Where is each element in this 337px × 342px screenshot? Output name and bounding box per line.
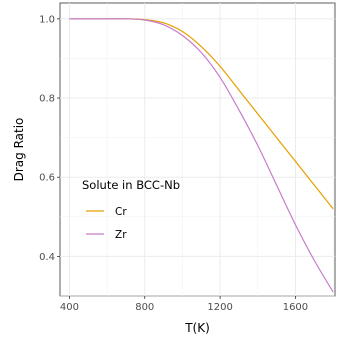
x-tick-label: 1200	[207, 302, 232, 313]
x-tick-label: 1600	[283, 302, 308, 313]
x-tick-label: 400	[60, 302, 79, 313]
x-tick-label: 800	[135, 302, 154, 313]
legend-label-zr: Zr	[115, 229, 127, 241]
plot-panel	[59, 2, 336, 297]
axis-ticks: 400 800 1200 1600 0.4 0.6 0.8 1.0	[39, 14, 308, 313]
x-axis-title: T(K)	[184, 321, 210, 335]
series-line-zr	[69, 18, 334, 293]
y-tick-label: 0.8	[39, 94, 55, 105]
y-tick-label: 1.0	[39, 14, 55, 25]
minor-gridlines	[60, 3, 335, 297]
legend-label-cr: Cr	[115, 206, 127, 218]
y-tick-label: 0.4	[39, 252, 55, 263]
series-lines	[69, 18, 334, 293]
major-gridlines	[60, 3, 335, 296]
legend-title: Solute in BCC-Nb	[82, 178, 180, 192]
y-axis-title: Drag Ratio	[12, 118, 26, 182]
y-tick-label: 0.6	[39, 173, 55, 184]
legend: Solute in BCC-Nb Cr Zr	[82, 178, 180, 241]
